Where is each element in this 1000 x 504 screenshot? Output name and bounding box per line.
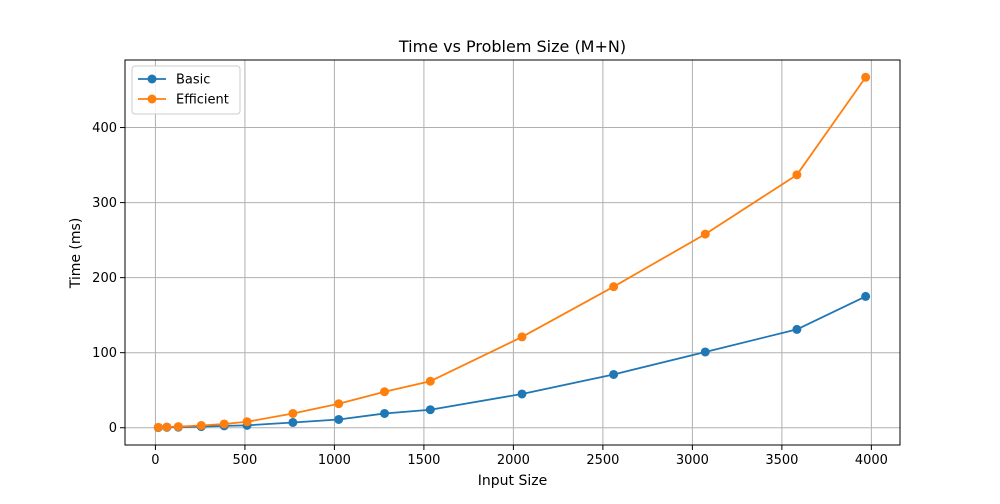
- data-point-basic: [334, 414, 344, 424]
- chart-title: Time vs Problem Size (M+N): [398, 37, 626, 56]
- data-point-basic: [861, 291, 871, 301]
- data-point-efficient: [334, 399, 344, 409]
- y-axis-label: Time (ms): [68, 218, 84, 290]
- data-point-basic: [517, 389, 527, 399]
- x-tick-label: 3500: [765, 453, 798, 468]
- data-point-efficient: [425, 376, 435, 386]
- data-point-efficient: [196, 420, 206, 430]
- legend-entry-basic: Basic: [138, 73, 210, 88]
- data-point-basic: [288, 417, 298, 427]
- x-tick-label: 0: [151, 453, 159, 468]
- x-tick-label: 500: [233, 453, 258, 468]
- x-tick-label: 4000: [855, 453, 888, 468]
- legend-marker: [147, 94, 157, 104]
- data-point-efficient: [517, 332, 527, 342]
- data-point-basic: [380, 408, 390, 418]
- x-tick-label: 1000: [318, 453, 351, 468]
- data-point-efficient: [700, 229, 710, 239]
- data-point-efficient: [219, 419, 229, 429]
- legend-entry-efficient: Efficient: [138, 93, 229, 108]
- y-tick-label: 400: [92, 121, 117, 136]
- data-point-basic: [700, 347, 710, 357]
- data-point-efficient: [242, 417, 252, 427]
- x-axis-label: Input Size: [478, 473, 547, 489]
- ticks: 0 500 1000 1500 2000 2500 3000 3500 4000 0 100 200 3…: [92, 121, 888, 468]
- y-tick-label: 100: [92, 346, 117, 361]
- legend-marker: [147, 74, 157, 84]
- data-point-efficient: [792, 170, 802, 180]
- plot-frame: [124, 59, 901, 446]
- x-tick-label: 2500: [586, 453, 619, 468]
- legend: Basic Efficient: [131, 65, 241, 115]
- data-point-efficient: [173, 422, 183, 432]
- data-point-efficient: [162, 422, 172, 432]
- legend-box: [131, 65, 241, 115]
- legend-label: Efficient: [176, 93, 229, 108]
- data-point-basic: [609, 369, 619, 379]
- data-point-basic: [792, 324, 802, 334]
- data-point-basic: [425, 405, 435, 415]
- x-tick-label: 2000: [497, 453, 530, 468]
- data-point-efficient: [861, 72, 871, 82]
- y-tick-label: 200: [92, 271, 117, 286]
- data-point-efficient: [609, 282, 619, 292]
- legend-label: Basic: [176, 73, 210, 88]
- x-tick-label: 1500: [407, 453, 440, 468]
- grid: [125, 60, 900, 445]
- data-point-efficient: [288, 408, 298, 418]
- data-point-efficient: [380, 387, 390, 397]
- data-point-efficient: [153, 422, 163, 432]
- series-efficient: [153, 72, 871, 432]
- series-layer: [153, 72, 871, 433]
- y-tick-label: 300: [92, 196, 117, 211]
- y-tick-label: 0: [109, 421, 117, 436]
- x-tick-label: 3000: [676, 453, 709, 468]
